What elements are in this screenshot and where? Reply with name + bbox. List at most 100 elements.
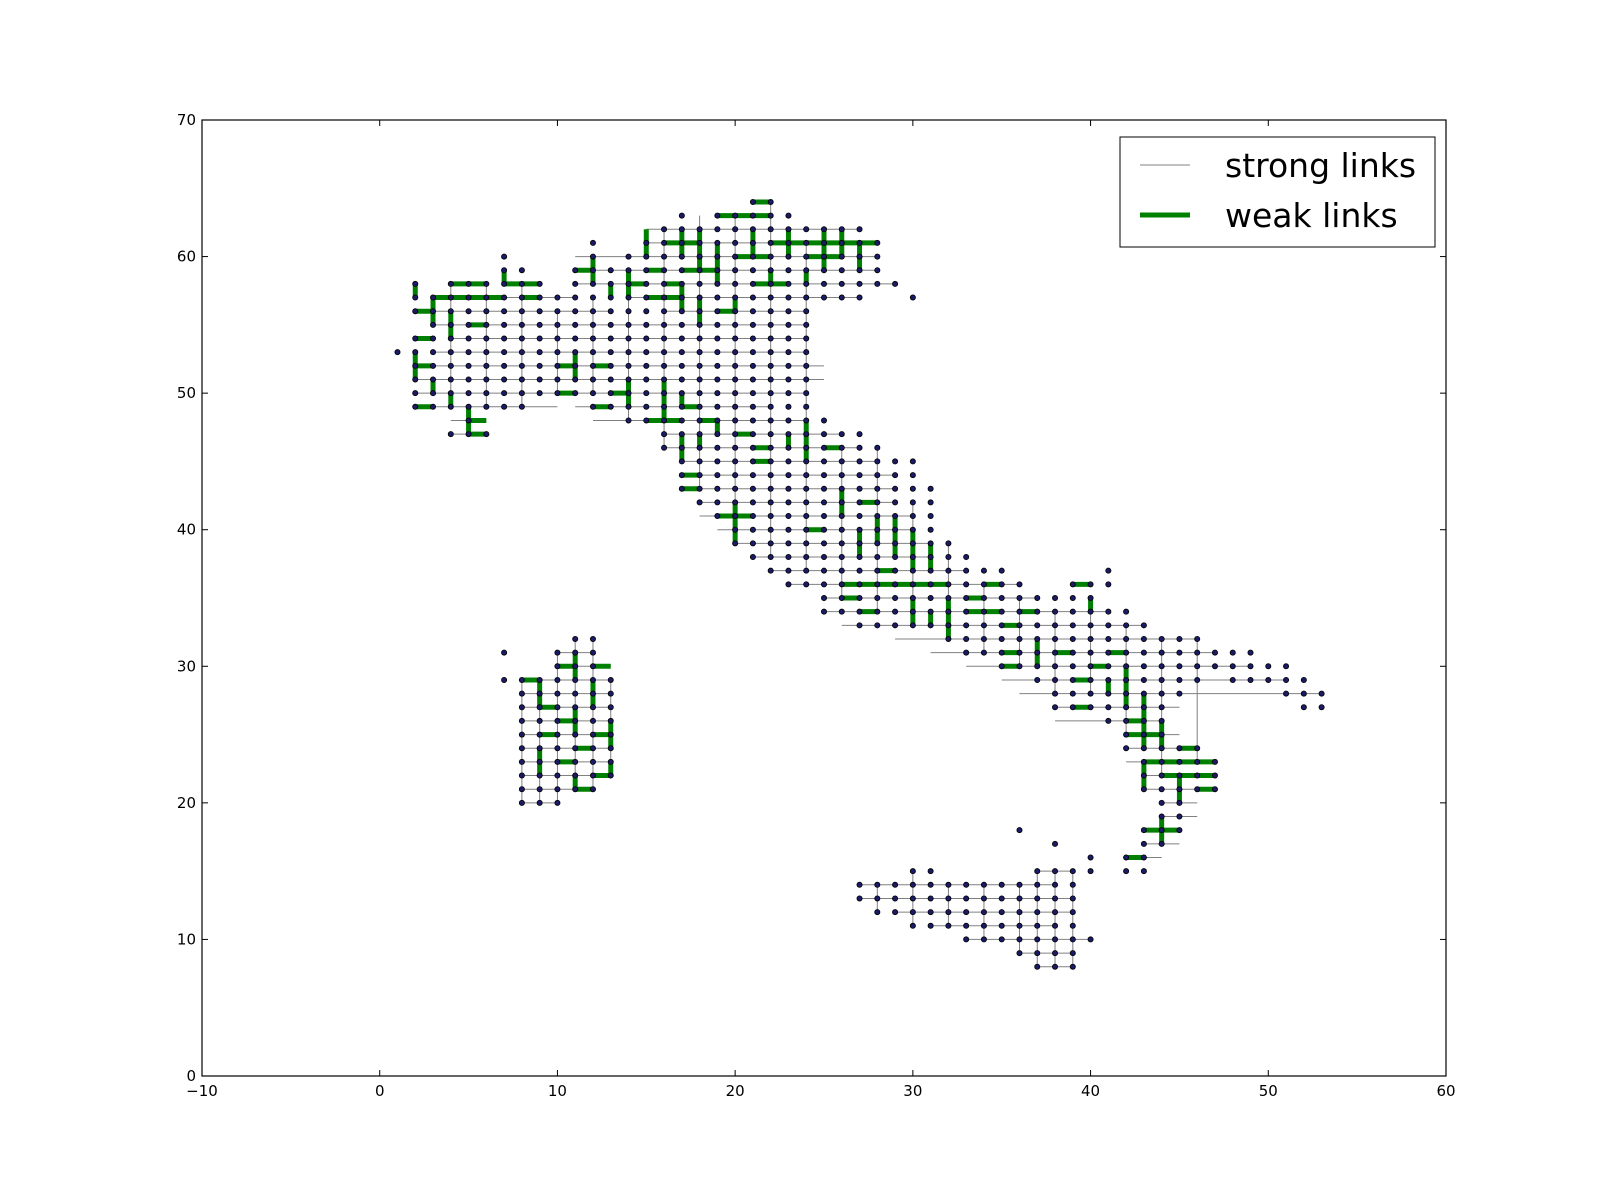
node — [625, 267, 632, 274]
node — [625, 253, 632, 260]
node — [1211, 649, 1218, 656]
node — [661, 335, 668, 342]
node — [749, 390, 756, 397]
node — [856, 253, 863, 260]
node — [856, 499, 863, 506]
node — [749, 376, 756, 383]
node — [803, 554, 810, 561]
node — [838, 567, 845, 574]
node — [856, 267, 863, 274]
node — [1034, 595, 1041, 602]
node — [1087, 663, 1094, 670]
node — [1140, 745, 1147, 752]
node — [803, 526, 810, 533]
node — [821, 499, 828, 506]
node — [803, 239, 810, 246]
node — [767, 349, 774, 356]
node — [1105, 649, 1112, 656]
node — [732, 444, 739, 451]
node — [501, 321, 508, 328]
node — [821, 485, 828, 492]
node — [572, 690, 579, 697]
node — [714, 485, 721, 492]
node — [874, 526, 881, 533]
node — [572, 758, 579, 765]
node — [945, 622, 952, 629]
node — [554, 772, 561, 779]
node — [856, 895, 863, 902]
node — [483, 362, 490, 369]
node — [1123, 717, 1130, 724]
node — [607, 321, 614, 328]
node — [1052, 922, 1059, 929]
node — [518, 676, 525, 683]
node — [714, 267, 721, 274]
node — [661, 321, 668, 328]
node — [803, 253, 810, 260]
node — [1140, 772, 1147, 779]
node — [856, 622, 863, 629]
node — [749, 526, 756, 533]
node — [945, 635, 952, 642]
node — [963, 622, 970, 629]
node — [1052, 663, 1059, 670]
node — [1034, 950, 1041, 957]
node — [696, 458, 703, 465]
x-tick-label: −10 — [186, 1082, 218, 1100]
node — [856, 581, 863, 588]
node — [803, 376, 810, 383]
node — [838, 595, 845, 602]
node — [749, 444, 756, 451]
node — [803, 321, 810, 328]
node — [1016, 922, 1023, 929]
node — [536, 772, 543, 779]
node — [696, 499, 703, 506]
node — [430, 403, 437, 410]
node — [430, 294, 437, 301]
node — [483, 349, 490, 356]
node — [821, 554, 828, 561]
node — [785, 472, 792, 479]
node — [554, 390, 561, 397]
node — [1105, 567, 1112, 574]
node — [696, 349, 703, 356]
node — [501, 253, 508, 260]
node — [785, 349, 792, 356]
node — [1069, 895, 1076, 902]
node — [572, 731, 579, 738]
node — [821, 239, 828, 246]
node — [696, 376, 703, 383]
node — [1158, 704, 1165, 711]
node — [1105, 581, 1112, 588]
node — [554, 758, 561, 765]
node — [1087, 608, 1094, 615]
node — [767, 294, 774, 301]
node — [998, 663, 1005, 670]
node — [412, 403, 419, 410]
node — [803, 540, 810, 547]
node — [998, 881, 1005, 888]
node — [1016, 581, 1023, 588]
node — [394, 349, 401, 356]
node — [678, 362, 685, 369]
node — [572, 676, 579, 683]
node — [909, 922, 916, 929]
node — [714, 280, 721, 287]
node — [856, 513, 863, 520]
node — [856, 239, 863, 246]
node — [714, 253, 721, 260]
node — [767, 212, 774, 219]
node — [1105, 663, 1112, 670]
node — [909, 499, 916, 506]
node — [1140, 758, 1147, 765]
node — [892, 280, 899, 287]
links-layer — [412, 199, 1322, 968]
node — [643, 349, 650, 356]
node — [572, 704, 579, 711]
node — [803, 294, 810, 301]
node — [874, 567, 881, 574]
node — [749, 499, 756, 506]
node — [661, 226, 668, 233]
node — [572, 280, 579, 287]
node — [1176, 635, 1183, 642]
